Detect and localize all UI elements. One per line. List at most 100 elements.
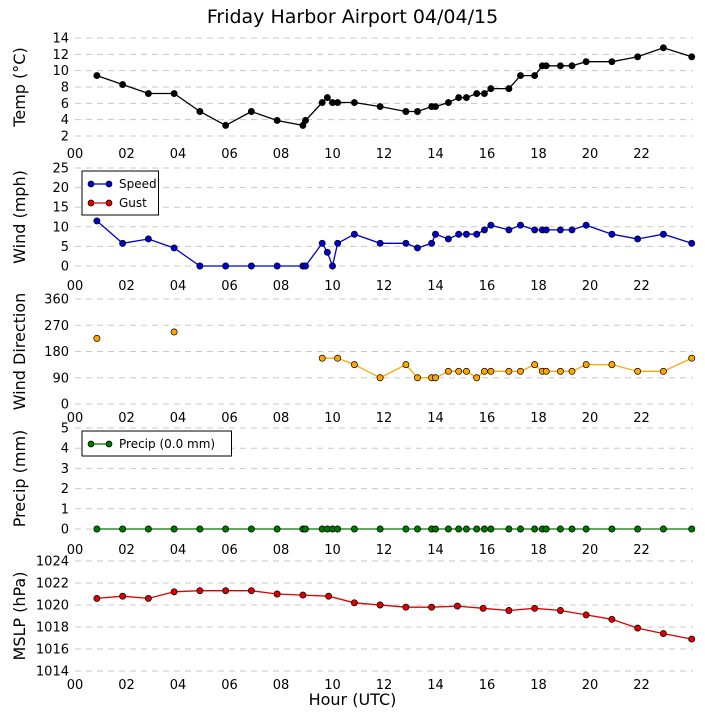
temp-xtick-label: 04 bbox=[170, 147, 187, 162]
wind-data-point bbox=[582, 221, 590, 229]
mslp-data-point bbox=[325, 592, 333, 600]
temp-xtick-label: 06 bbox=[221, 147, 238, 162]
precip-data-point bbox=[273, 525, 281, 533]
wdir-data-point bbox=[608, 361, 616, 369]
temp-data-point bbox=[302, 117, 309, 124]
temp-ytick-label: 8 bbox=[61, 81, 69, 96]
wind-xtick-label: 00 bbox=[67, 279, 84, 294]
temp-data-point bbox=[688, 53, 696, 61]
precip-data-point bbox=[350, 525, 358, 533]
precip-data-point bbox=[402, 525, 410, 533]
mslp-data-point bbox=[93, 594, 101, 602]
precip-data-point bbox=[659, 525, 667, 533]
temp-data-point bbox=[432, 103, 439, 111]
precip-data-point bbox=[196, 525, 204, 533]
wdir-xtick-label: 06 bbox=[221, 411, 238, 426]
precip-xtick-label: 18 bbox=[530, 543, 547, 558]
temp-ylabel: Temp (°C) bbox=[10, 47, 29, 127]
mslp-ytick-label: 1014 bbox=[36, 665, 69, 680]
wdir-xtick-label: 02 bbox=[118, 411, 135, 426]
mslp-data-point bbox=[273, 590, 281, 598]
mslp-data-point bbox=[350, 599, 358, 607]
mslp-ytick-label: 1016 bbox=[36, 643, 69, 658]
wind-xtick-label: 22 bbox=[633, 279, 650, 294]
wind-data-point bbox=[444, 235, 452, 243]
mslp-data-point bbox=[453, 602, 461, 610]
wind-data-point bbox=[659, 230, 667, 238]
mslp-xtick-label: 18 bbox=[530, 678, 547, 693]
wdir-data-point bbox=[531, 361, 539, 369]
temp-data-point bbox=[517, 72, 524, 80]
precip-data-point bbox=[93, 525, 101, 533]
wind-legend-label: Gust bbox=[119, 196, 147, 210]
temp-data-point bbox=[170, 90, 178, 97]
wdir-ytick-label: 0 bbox=[61, 398, 69, 413]
precip-data-point bbox=[487, 525, 495, 533]
wdir-data-point bbox=[350, 361, 358, 369]
temp-data-point bbox=[414, 108, 421, 115]
wdir-data-point bbox=[414, 374, 421, 382]
precip-ytick-label: 2 bbox=[61, 482, 69, 497]
temp-data-point bbox=[487, 85, 495, 93]
wind-xtick-label: 20 bbox=[582, 279, 599, 294]
wdir-data-point bbox=[455, 367, 463, 375]
precip-data-point bbox=[688, 525, 696, 533]
temp-xtick-label: 00 bbox=[67, 147, 84, 162]
precip-data-point bbox=[222, 525, 230, 533]
wind-ytick-label: 10 bbox=[52, 220, 69, 235]
precip-data-point bbox=[568, 525, 576, 533]
temp-xtick-label: 14 bbox=[427, 147, 444, 162]
wind-data-point bbox=[505, 226, 513, 234]
wdir-data-point bbox=[402, 361, 410, 369]
wind-data-point bbox=[608, 230, 616, 238]
temp-data-point bbox=[222, 121, 230, 129]
wind-xtick-label: 16 bbox=[479, 279, 496, 294]
temp-data-point bbox=[455, 94, 463, 102]
wind-xtick-label: 02 bbox=[118, 279, 135, 294]
wind-legend-marker bbox=[105, 180, 113, 188]
wdir-data-point bbox=[568, 367, 576, 375]
temp-data-point bbox=[273, 117, 281, 124]
temp-ytick-label: 10 bbox=[52, 64, 69, 79]
precip-xtick-label: 02 bbox=[118, 543, 135, 558]
wdir-xtick-label: 08 bbox=[273, 411, 290, 426]
wind-legend-marker bbox=[87, 199, 95, 207]
temp-data-point bbox=[462, 94, 470, 102]
wind-data-point bbox=[119, 239, 127, 247]
wdir-data-point bbox=[432, 374, 439, 382]
wind-data-point bbox=[688, 239, 696, 247]
wdir-data-point bbox=[659, 367, 667, 375]
wdir-data-point bbox=[487, 367, 495, 375]
precip-xtick-label: 10 bbox=[324, 543, 341, 558]
temp-xtick-label: 10 bbox=[324, 147, 341, 162]
precip-data-point bbox=[414, 525, 421, 533]
mslp-data-point bbox=[144, 594, 152, 602]
wind-ytick-label: 5 bbox=[61, 240, 69, 255]
wind-data-point bbox=[531, 226, 539, 234]
wdir-xtick-label: 14 bbox=[427, 411, 444, 426]
temp-ytick-label: 12 bbox=[52, 48, 69, 63]
wind-series-line bbox=[96, 220, 692, 269]
wind-data-point bbox=[542, 226, 550, 234]
wdir-series-line bbox=[322, 357, 692, 379]
mslp-xtick-label: 20 bbox=[582, 678, 599, 693]
temp-data-point bbox=[119, 81, 127, 89]
wdir-data-point bbox=[505, 367, 513, 375]
mslp-xtick-label: 02 bbox=[118, 678, 135, 693]
precip-data-point bbox=[144, 525, 152, 533]
mslp-xtick-label: 06 bbox=[221, 678, 238, 693]
wind-data-point bbox=[350, 230, 358, 238]
wind-ytick-label: 20 bbox=[52, 181, 69, 196]
wind-data-point bbox=[170, 244, 178, 252]
precip-xtick-label: 12 bbox=[376, 543, 393, 558]
precip-legend-marker bbox=[87, 440, 95, 448]
precip-xtick-label: 04 bbox=[170, 543, 187, 558]
precip-legend-marker bbox=[105, 440, 113, 448]
wdir-data-point bbox=[473, 374, 481, 382]
wdir-data-point bbox=[334, 354, 342, 362]
wind-xtick-label: 10 bbox=[324, 279, 341, 294]
precip-ytick-label: 5 bbox=[61, 422, 69, 437]
wdir-data-point bbox=[582, 361, 590, 369]
